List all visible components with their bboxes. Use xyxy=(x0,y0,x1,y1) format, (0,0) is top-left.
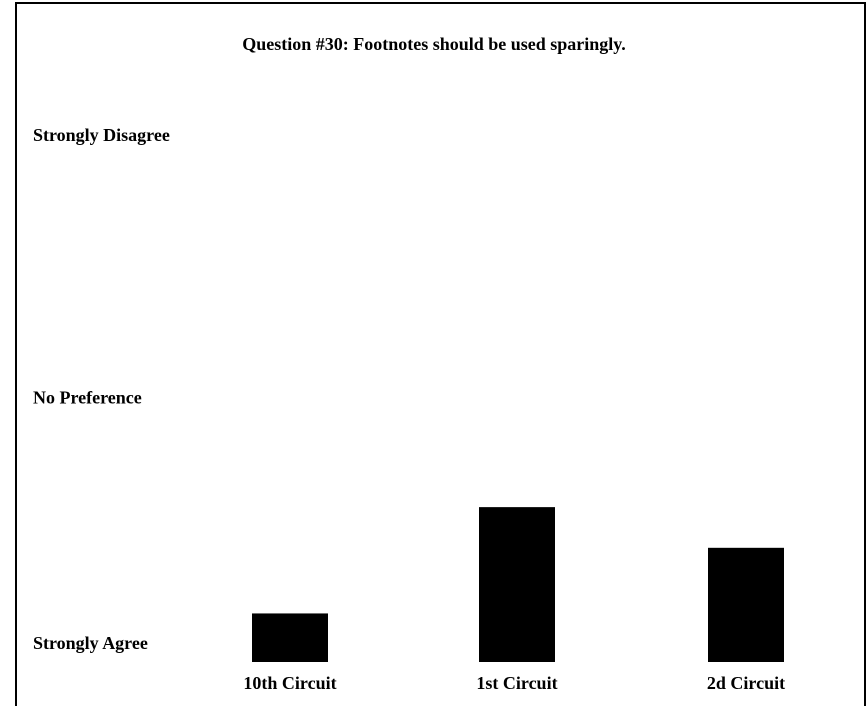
x-tick-label: 1st Circuit xyxy=(476,673,557,693)
frame xyxy=(15,2,866,706)
bar xyxy=(708,547,784,662)
chart-title: Question #30: Footnotes should be used s… xyxy=(242,34,626,54)
x-tick-label: 10th Circuit xyxy=(243,673,336,693)
y-tick-label: No Preference xyxy=(33,388,142,408)
y-tick-label: Strongly Disagree xyxy=(33,125,170,145)
x-tick-label: 2d Circuit xyxy=(707,673,785,693)
y-tick-label: Strongly Agree xyxy=(33,633,148,653)
bar xyxy=(479,507,555,662)
bar xyxy=(252,613,328,662)
